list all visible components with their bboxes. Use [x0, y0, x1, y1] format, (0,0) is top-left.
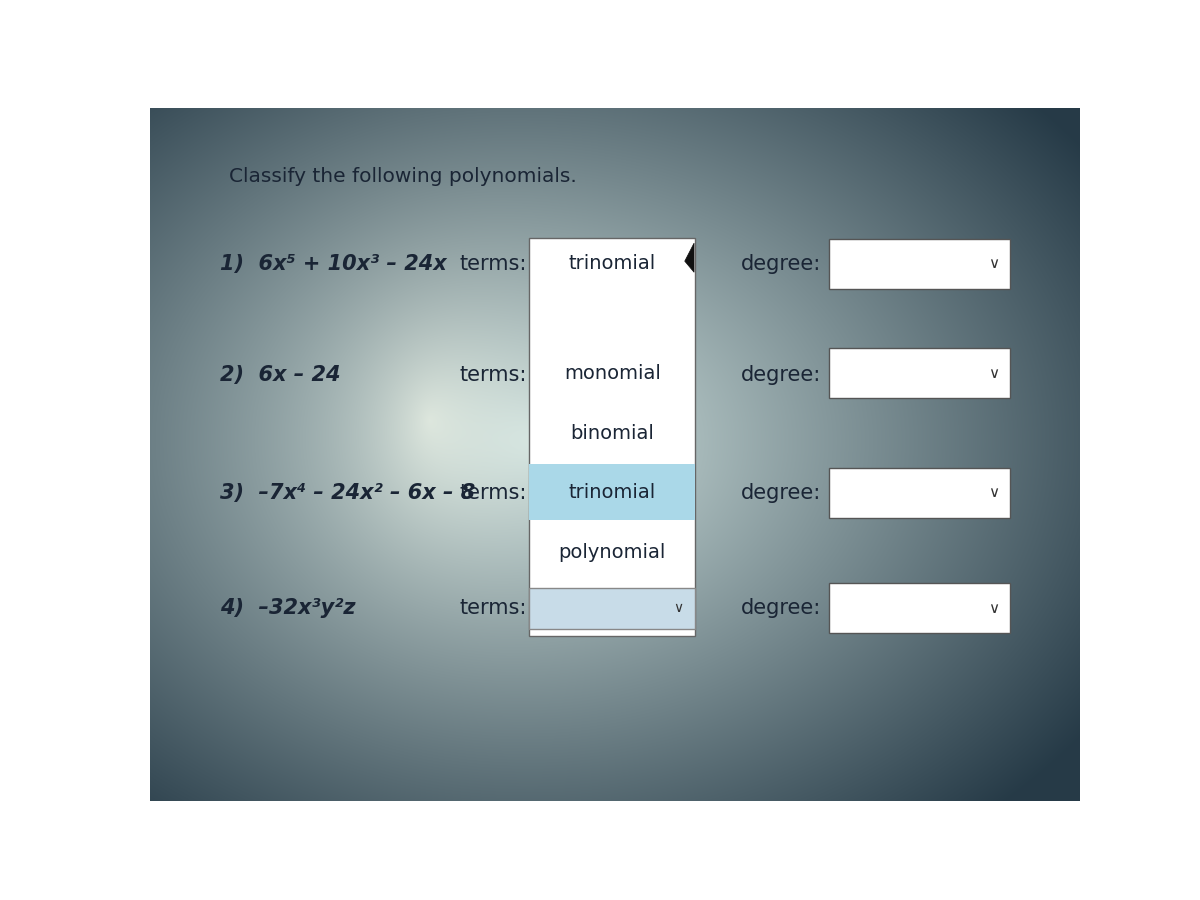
Text: ∨: ∨ — [988, 485, 1000, 500]
Text: 3)  –7x⁴ – 24x² – 6x – 8: 3) –7x⁴ – 24x² – 6x – 8 — [220, 482, 475, 502]
Polygon shape — [685, 243, 694, 272]
Text: ∨: ∨ — [988, 366, 1000, 381]
Text: degree:: degree: — [740, 254, 821, 274]
Text: polynomial: polynomial — [558, 544, 666, 562]
Text: monomial: monomial — [564, 364, 661, 382]
FancyBboxPatch shape — [829, 583, 1010, 634]
FancyBboxPatch shape — [529, 464, 695, 520]
Text: binomial: binomial — [570, 424, 654, 443]
Text: terms:: terms: — [460, 482, 527, 502]
Text: Classify the following polynomials.: Classify the following polynomials. — [229, 166, 577, 186]
Text: ∨: ∨ — [988, 256, 1000, 272]
Text: ∨: ∨ — [673, 601, 683, 616]
Text: terms:: terms: — [460, 254, 527, 274]
Text: 2)  6x – 24: 2) 6x – 24 — [220, 364, 341, 385]
FancyBboxPatch shape — [829, 468, 1010, 518]
Text: trinomial: trinomial — [569, 255, 656, 274]
Text: trinomial: trinomial — [569, 483, 656, 502]
Text: degree:: degree: — [740, 482, 821, 502]
Text: terms:: terms: — [460, 598, 527, 618]
Text: degree:: degree: — [740, 364, 821, 385]
FancyBboxPatch shape — [529, 588, 695, 629]
FancyBboxPatch shape — [529, 238, 695, 636]
Text: degree:: degree: — [740, 598, 821, 618]
Text: 4)  –32x³y²z: 4) –32x³y²z — [220, 598, 355, 618]
Text: terms:: terms: — [460, 364, 527, 385]
Text: ∨: ∨ — [988, 601, 1000, 616]
Text: 1)  6x⁵ + 10x³ – 24x: 1) 6x⁵ + 10x³ – 24x — [220, 254, 446, 274]
FancyBboxPatch shape — [829, 348, 1010, 399]
FancyBboxPatch shape — [829, 239, 1010, 289]
